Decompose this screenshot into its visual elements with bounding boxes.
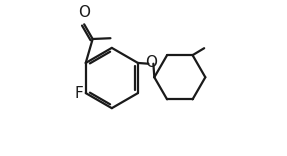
Text: O: O (145, 55, 157, 70)
Text: F: F (74, 86, 83, 101)
Text: O: O (78, 5, 90, 20)
